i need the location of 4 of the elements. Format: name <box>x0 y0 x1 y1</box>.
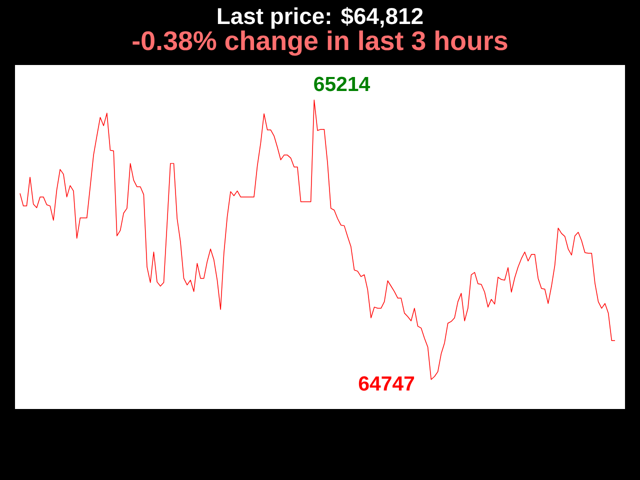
chart-subtitle: -0.38% change in last 3 hours <box>132 30 508 56</box>
chart-title: Last price: $64,812 <box>218 6 423 29</box>
data-label: 64747 <box>358 376 414 391</box>
data-label: 65214 <box>314 76 370 92</box>
